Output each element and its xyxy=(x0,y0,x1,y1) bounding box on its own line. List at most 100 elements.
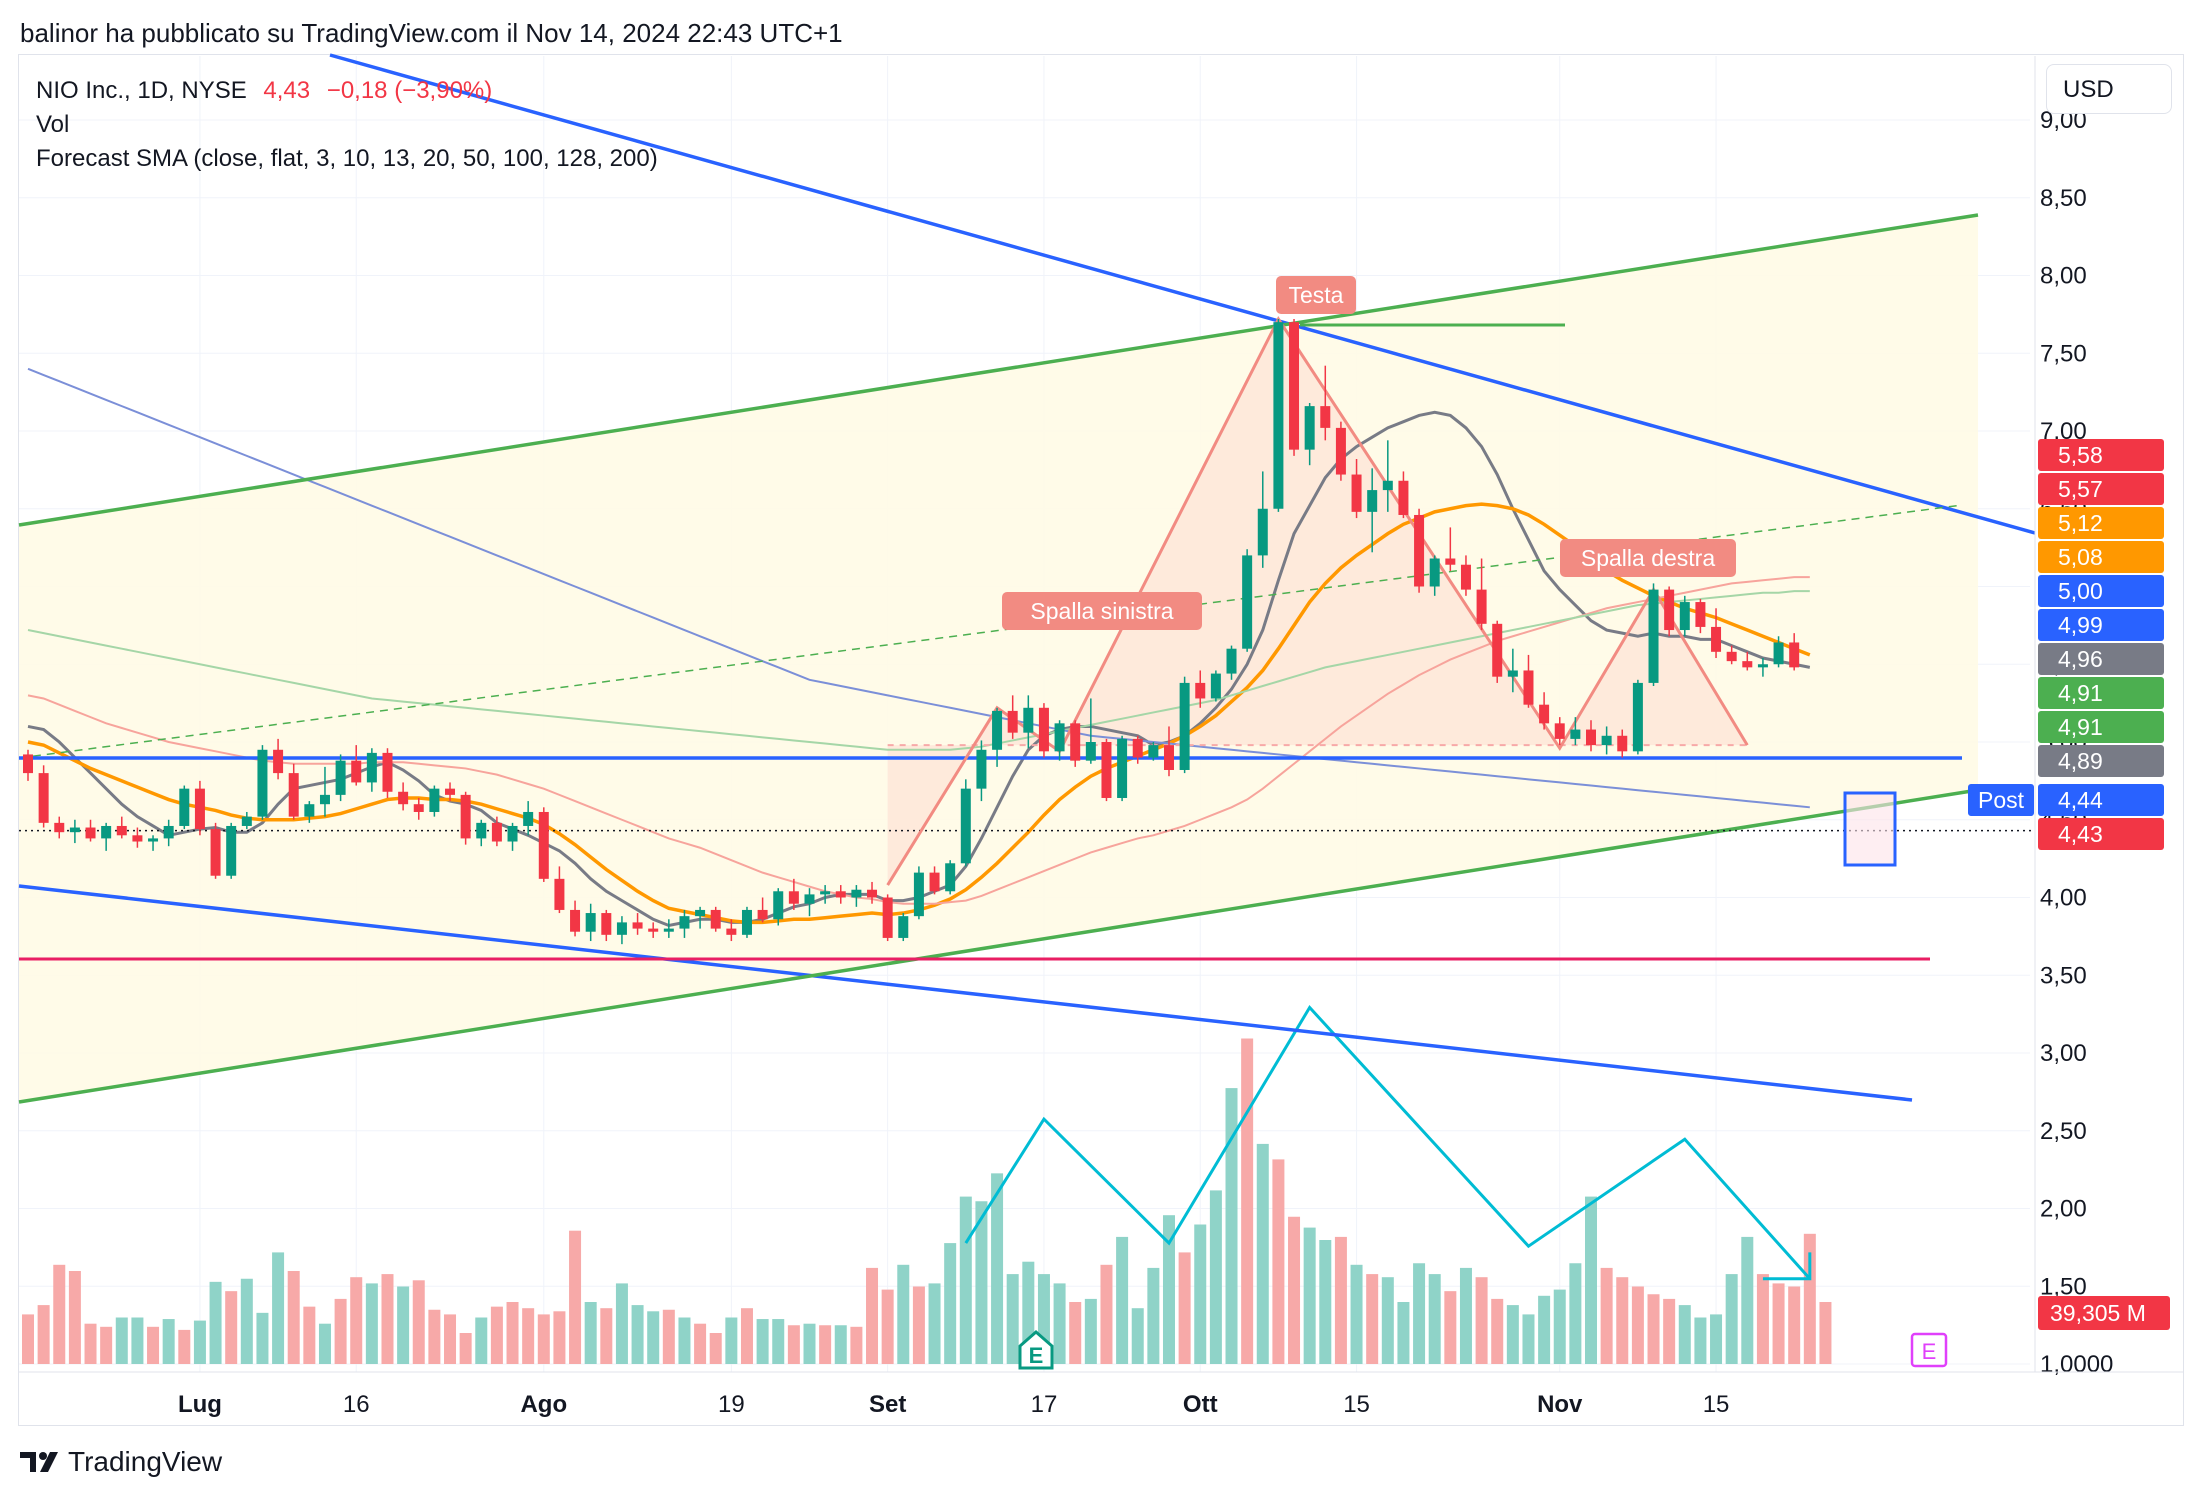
price-change: −0,18 (−3,90%) xyxy=(326,77,493,104)
candle-body xyxy=(1210,673,1221,699)
price-badge-bg xyxy=(2038,818,2164,850)
volume-bar xyxy=(803,1323,816,1364)
earnings-marker-future-shape xyxy=(1910,1332,1948,1368)
volume-bar xyxy=(912,1286,925,1364)
symbol-name[interactable]: NIO Inc., 1D, NYSE xyxy=(36,77,247,104)
tradingview-logo-icon xyxy=(20,1452,58,1472)
candle-body xyxy=(116,825,127,836)
candle-body xyxy=(1101,742,1112,798)
post-label-text: Post xyxy=(1978,787,2025,813)
candle-body xyxy=(1023,707,1034,733)
candle-body xyxy=(1195,682,1206,699)
volume-bar xyxy=(1288,1216,1301,1364)
price-badge-bg xyxy=(2038,677,2164,709)
candle-body xyxy=(1429,558,1440,587)
candle-body xyxy=(1367,490,1378,512)
price-badge: 5,58 xyxy=(2038,439,2164,471)
candle-body xyxy=(1742,661,1753,668)
candle-body xyxy=(1711,626,1722,652)
legend-row-symbol[interactable]: NIO Inc., 1D, NYSE 4,43 −0,18 (−3,90%) xyxy=(36,74,658,108)
candle-body xyxy=(601,913,612,935)
candle-body xyxy=(194,788,205,830)
price-badge-bg xyxy=(2038,711,2164,743)
price-badge-label: 5,57 xyxy=(2058,476,2103,502)
candle-body xyxy=(1382,480,1393,491)
candle-body xyxy=(1570,729,1581,739)
volume-bar xyxy=(1428,1274,1441,1364)
volume-bar xyxy=(147,1326,160,1364)
price-badge: 4,99 xyxy=(2038,609,2164,641)
annotation-label: Spalla sinistra xyxy=(1030,598,1173,624)
price-tick-label: 1,0000 xyxy=(2040,1351,2113,1378)
candle-body xyxy=(913,872,924,917)
volume-bar xyxy=(553,1311,566,1364)
volume-bar xyxy=(678,1317,691,1364)
volume-bar xyxy=(881,1289,894,1364)
candle-body xyxy=(835,891,846,898)
candle-body xyxy=(241,816,252,826)
chart-frame xyxy=(18,54,2184,1426)
legend-row-volume[interactable]: Vol xyxy=(36,111,70,138)
time-tick-label: Set xyxy=(869,1391,906,1418)
volume-bar xyxy=(100,1326,113,1364)
price-badge-label: 4,44 xyxy=(2058,787,2103,813)
price-badge-bg xyxy=(2038,643,2164,675)
annotation-head: Testa xyxy=(1276,276,1356,314)
volume-bar xyxy=(131,1317,144,1364)
candle-body xyxy=(460,794,471,839)
candle-body xyxy=(1148,745,1159,758)
price-badge-bg xyxy=(2038,784,2164,816)
candle-body xyxy=(929,872,940,892)
price-badge-bg xyxy=(2038,575,2164,607)
volume-bar xyxy=(725,1317,738,1364)
volume-bar xyxy=(428,1309,441,1364)
time-tick-label: 16 xyxy=(343,1391,370,1418)
volume-bar xyxy=(412,1280,425,1364)
volume-bar xyxy=(787,1325,800,1364)
currency-button[interactable]: USD xyxy=(2046,64,2172,114)
upper-resistance-line xyxy=(329,53,2036,535)
volume-bar xyxy=(334,1298,347,1364)
time-tick-label: 19 xyxy=(718,1391,745,1418)
candle-body xyxy=(1695,602,1706,627)
volume-bar xyxy=(1303,1227,1316,1364)
candle-body xyxy=(273,749,284,774)
candle-body xyxy=(132,835,143,842)
last-price: 4,43 xyxy=(263,77,311,104)
candle-body xyxy=(382,752,393,792)
candle-body xyxy=(1586,729,1596,746)
legend-row-sma[interactable]: Forecast SMA (close, flat, 3, 10, 13, 20… xyxy=(36,145,658,172)
volume-bar xyxy=(225,1291,238,1364)
candle-body xyxy=(1242,555,1253,649)
volume-bar xyxy=(381,1274,394,1364)
volume-bar xyxy=(1084,1298,1097,1364)
post-label-bg xyxy=(1968,784,2034,816)
price-badge-bg xyxy=(2038,439,2164,471)
price-badge: 4,96 xyxy=(2038,643,2164,675)
candle-body xyxy=(1132,738,1143,758)
candle-body xyxy=(85,827,96,839)
upper-channel-line xyxy=(18,213,1979,527)
tradingview-logo[interactable]: TradingView xyxy=(20,1446,222,1478)
time-tick-label: Ago xyxy=(520,1391,567,1418)
time-tick-label: 17 xyxy=(1031,1391,1058,1418)
price-badge-label: 5,00 xyxy=(2058,578,2103,604)
candle-body xyxy=(69,827,80,833)
candle-body xyxy=(445,788,456,795)
candle-body xyxy=(1679,602,1690,631)
candle-body xyxy=(1726,651,1737,662)
volume-bar xyxy=(256,1312,269,1364)
candle-body xyxy=(1054,723,1065,752)
price-badge-label: 4,43 xyxy=(2058,821,2103,847)
volume-bar xyxy=(756,1319,769,1364)
volume-bar xyxy=(1459,1267,1472,1364)
candle-body xyxy=(1289,322,1300,450)
time-tick-label: Ott xyxy=(1183,1391,1218,1418)
volume-badge: 39,305 M xyxy=(2038,1296,2170,1330)
sma-line xyxy=(27,367,1810,809)
earnings-marker-shape xyxy=(1018,1330,1054,1370)
price-tick-label: 2,00 xyxy=(2040,1196,2087,1223)
price-tick-label: 8,00 xyxy=(2040,263,2087,290)
price-badge-label: 5,58 xyxy=(2058,442,2103,468)
